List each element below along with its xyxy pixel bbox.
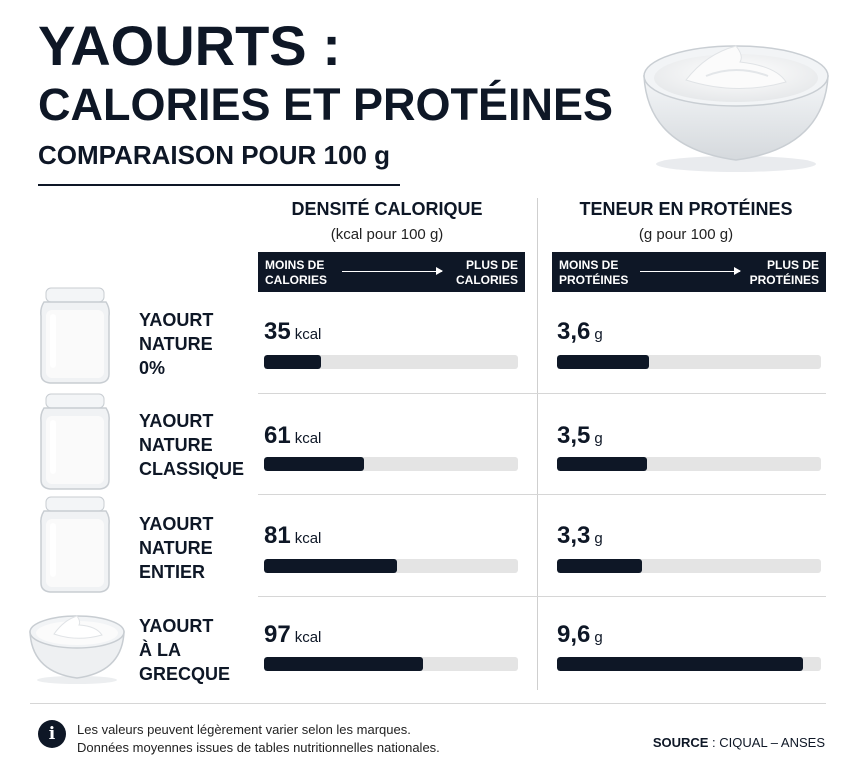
product-name: YAOURT NATURE 0% [139, 308, 213, 380]
calorie-bar-track [264, 559, 518, 573]
product-name-line: NATURE [139, 334, 213, 354]
protein-bar [557, 657, 803, 671]
protein-bar-track [557, 457, 821, 471]
footer-note-line-1: Les valeurs peuvent légèrement varier se… [77, 722, 411, 737]
protein-value: 3,5 g [557, 424, 603, 448]
proteins-scale-low-line-2: PROTÉINES [559, 273, 629, 287]
calories-heading: DENSITÉ CALORIQUE [291, 199, 483, 219]
arrow-right-icon [640, 267, 741, 275]
source-value: : CIQUAL – ANSES [708, 735, 825, 750]
product-name-line: YAOURT [139, 310, 214, 330]
proteins-scale-legend: MOINS DE PROTÉINES PLUS DE PROTÉINES [552, 252, 826, 292]
product-name-line: NATURE [139, 435, 213, 455]
protein-bar [557, 355, 649, 369]
product-name-line: 0% [139, 358, 166, 378]
product-name-line: CLASSIQUE [139, 459, 245, 479]
calories-scale-high-line-1: PLUS DE [465, 258, 518, 272]
calories-column-header: DENSITÉ CALORIQUE (kcal pour 100 g) [258, 199, 516, 243]
calorie-number: 97 [264, 621, 291, 648]
row-divider [258, 393, 826, 394]
calorie-bar [264, 355, 321, 369]
calorie-number: 81 [264, 522, 291, 549]
arrow-right-icon [342, 267, 443, 275]
row-divider [258, 494, 826, 495]
calorie-unit: kcal [294, 430, 322, 447]
calorie-unit: kcal [294, 326, 322, 343]
protein-value: 3,3 g [557, 524, 603, 548]
calories-unit-note: (kcal pour 100 g) [330, 225, 444, 243]
proteins-scale-high-line-1: PLUS DE [766, 258, 819, 272]
protein-number: 3,5 [557, 422, 591, 449]
calories-scale-low-line-1: MOINS DE [265, 258, 325, 272]
protein-unit: g [594, 326, 603, 343]
page-title-line-2: CALORIES ET PROTÉINES [38, 79, 614, 130]
info-icon: i [38, 720, 66, 748]
page-title: YAOURTS : [38, 14, 341, 77]
protein-bar [557, 559, 642, 573]
source-label: SOURCE [652, 735, 709, 750]
yogurt-jar-icon [40, 393, 110, 490]
calorie-number: 35 [264, 318, 291, 345]
product-name-line: YAOURT [139, 514, 214, 534]
calorie-bar-track [264, 355, 518, 369]
column-divider [537, 198, 538, 690]
title-divider [38, 184, 400, 186]
yogurt-bowl-icon [29, 615, 125, 684]
proteins-scale-high: PLUS DE PROTÉINES [750, 258, 819, 288]
protein-number: 3,6 [557, 318, 591, 345]
product-name-line: ENTIER [139, 562, 206, 582]
proteins-scale-low: MOINS DE PROTÉINES [559, 258, 628, 288]
calories-scale-low: MOINS DE CALORIES [265, 258, 327, 288]
protein-unit: g [594, 629, 603, 646]
protein-bar-track [557, 355, 821, 369]
calories-scale-legend: MOINS DE CALORIES PLUS DE CALORIES [258, 252, 525, 292]
calories-scale-low-line-2: CALORIES [265, 273, 328, 287]
calories-scale-high-line-2: CALORIES [455, 273, 518, 287]
product-name-line: YAOURT [139, 411, 214, 431]
calories-scale-high: PLUS DE CALORIES [456, 258, 518, 288]
proteins-unit-note: (g pour 100 g) [638, 225, 734, 243]
product-name-line: YAOURT [139, 616, 214, 636]
protein-number: 9,6 [557, 621, 591, 648]
calorie-unit: kcal [294, 530, 322, 547]
yogurt-jar-icon [40, 496, 110, 593]
product-name-line: NATURE [139, 538, 213, 558]
product-name: YAOURT NATURE ENTIER [139, 512, 213, 584]
proteins-column-header: TENEUR EN PROTÉINES (g pour 100 g) [553, 199, 819, 243]
protein-unit: g [594, 530, 603, 547]
calorie-bar-track [264, 657, 518, 671]
protein-number: 3,3 [557, 522, 591, 549]
protein-value: 9,6 g [557, 623, 603, 647]
proteins-scale-high-line-2: PROTÉINES [749, 273, 819, 287]
footer-note-line-2: Données moyennes issues de tables nutrit… [77, 740, 440, 755]
yogurt-jar-icon [40, 287, 110, 384]
calorie-value: 35 kcal [264, 320, 321, 344]
row-divider [258, 596, 826, 597]
protein-bar-track [557, 559, 821, 573]
protein-value: 3,6 g [557, 320, 603, 344]
protein-unit: g [594, 430, 603, 447]
calorie-bar [264, 657, 423, 671]
yogurt-bowl-hero-icon [643, 45, 829, 172]
protein-bar [557, 457, 647, 471]
product-name: YAOURT À LA GRECQUE [139, 614, 230, 686]
calorie-number: 61 [264, 422, 291, 449]
calorie-value: 61 kcal [264, 424, 321, 448]
product-name-line: À LA [139, 640, 181, 660]
calorie-bar-track [264, 457, 518, 471]
protein-bar-track [557, 657, 821, 671]
page-subtitle: COMPARAISON POUR 100 g [38, 140, 391, 170]
product-name: YAOURT NATURE CLASSIQUE [139, 409, 244, 481]
proteins-heading: TENEUR EN PROTÉINES [579, 199, 793, 219]
product-name-line: GRECQUE [139, 664, 231, 684]
calorie-bar [264, 559, 397, 573]
source-credit: SOURCE : CIQUAL – ANSES [653, 735, 825, 750]
footer-note: Les valeurs peuvent légèrement varier se… [77, 721, 440, 757]
proteins-scale-low-line-1: MOINS DE [559, 258, 619, 272]
calorie-unit: kcal [294, 629, 322, 646]
footer-divider [30, 703, 826, 704]
calorie-bar [264, 457, 364, 471]
calorie-value: 97 kcal [264, 623, 321, 647]
calorie-value: 81 kcal [264, 524, 321, 548]
